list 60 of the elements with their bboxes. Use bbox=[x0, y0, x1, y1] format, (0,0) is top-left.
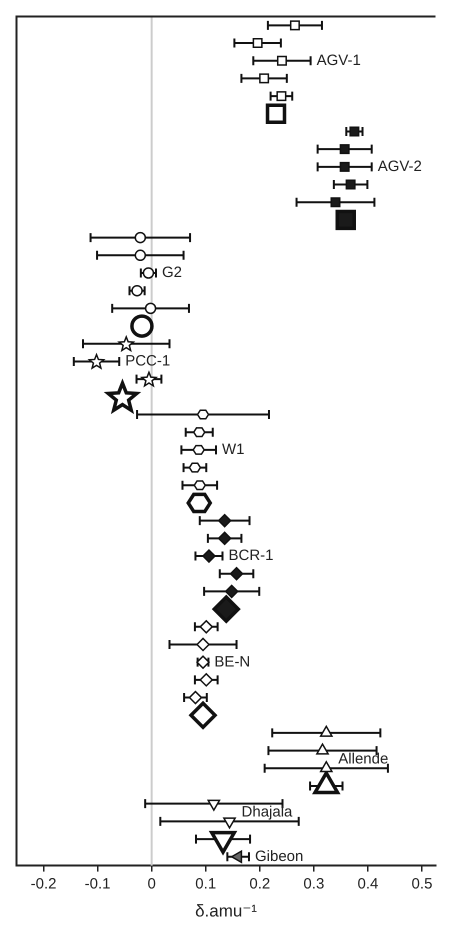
x-tick-label: -0.1 bbox=[84, 876, 111, 893]
point bbox=[141, 372, 157, 387]
x-tick-label: 0 bbox=[147, 876, 156, 893]
point bbox=[192, 444, 205, 455]
point bbox=[189, 701, 217, 729]
point bbox=[218, 532, 232, 546]
point bbox=[330, 197, 340, 208]
point bbox=[346, 180, 356, 190]
point bbox=[230, 566, 244, 580]
point bbox=[200, 673, 214, 687]
point bbox=[252, 38, 263, 48]
series-label: Dhajala bbox=[242, 804, 294, 821]
point bbox=[224, 584, 238, 598]
point bbox=[186, 492, 212, 514]
x-tick-label: 0.4 bbox=[357, 876, 378, 893]
point bbox=[134, 232, 146, 244]
point bbox=[192, 427, 206, 438]
series-label: Gibeon bbox=[254, 848, 304, 865]
point bbox=[196, 409, 210, 420]
point bbox=[349, 126, 360, 136]
point bbox=[276, 56, 287, 66]
point bbox=[316, 743, 329, 755]
x-tick-label: 0.2 bbox=[249, 876, 270, 893]
point bbox=[134, 250, 146, 262]
point bbox=[188, 462, 202, 473]
point bbox=[259, 73, 270, 84]
point bbox=[118, 336, 134, 352]
point bbox=[131, 284, 143, 296]
point bbox=[218, 514, 232, 528]
x-tick-label: 0.1 bbox=[195, 876, 216, 893]
point bbox=[88, 354, 104, 369]
point bbox=[144, 302, 156, 314]
series-label: G2 bbox=[162, 264, 182, 282]
series-label: BE-N bbox=[214, 653, 250, 670]
point bbox=[202, 549, 216, 563]
x-axis-title: δ.amu⁻¹ bbox=[195, 901, 258, 920]
point bbox=[320, 726, 333, 737]
point bbox=[276, 91, 286, 102]
point bbox=[200, 620, 214, 634]
point bbox=[290, 20, 300, 30]
point bbox=[212, 595, 240, 623]
series-label: AGV-2 bbox=[378, 158, 422, 175]
series-label: AGV-1 bbox=[316, 52, 361, 69]
x-tick-label: -0.2 bbox=[30, 876, 56, 893]
x-tick-label: 0.3 bbox=[303, 876, 324, 893]
series-label: Allende bbox=[338, 750, 388, 768]
point bbox=[130, 314, 154, 338]
series-label: BCR-1 bbox=[228, 547, 274, 564]
point bbox=[194, 480, 206, 490]
point bbox=[340, 144, 350, 154]
x-tick-label: 0.5 bbox=[412, 876, 432, 893]
point bbox=[320, 761, 333, 772]
point bbox=[336, 210, 356, 230]
point bbox=[340, 162, 350, 172]
point bbox=[188, 690, 202, 704]
point bbox=[142, 267, 154, 279]
point bbox=[266, 104, 286, 124]
series-label: W1 bbox=[222, 441, 244, 458]
point bbox=[196, 638, 210, 652]
series-label: PCC-1 bbox=[125, 352, 170, 370]
